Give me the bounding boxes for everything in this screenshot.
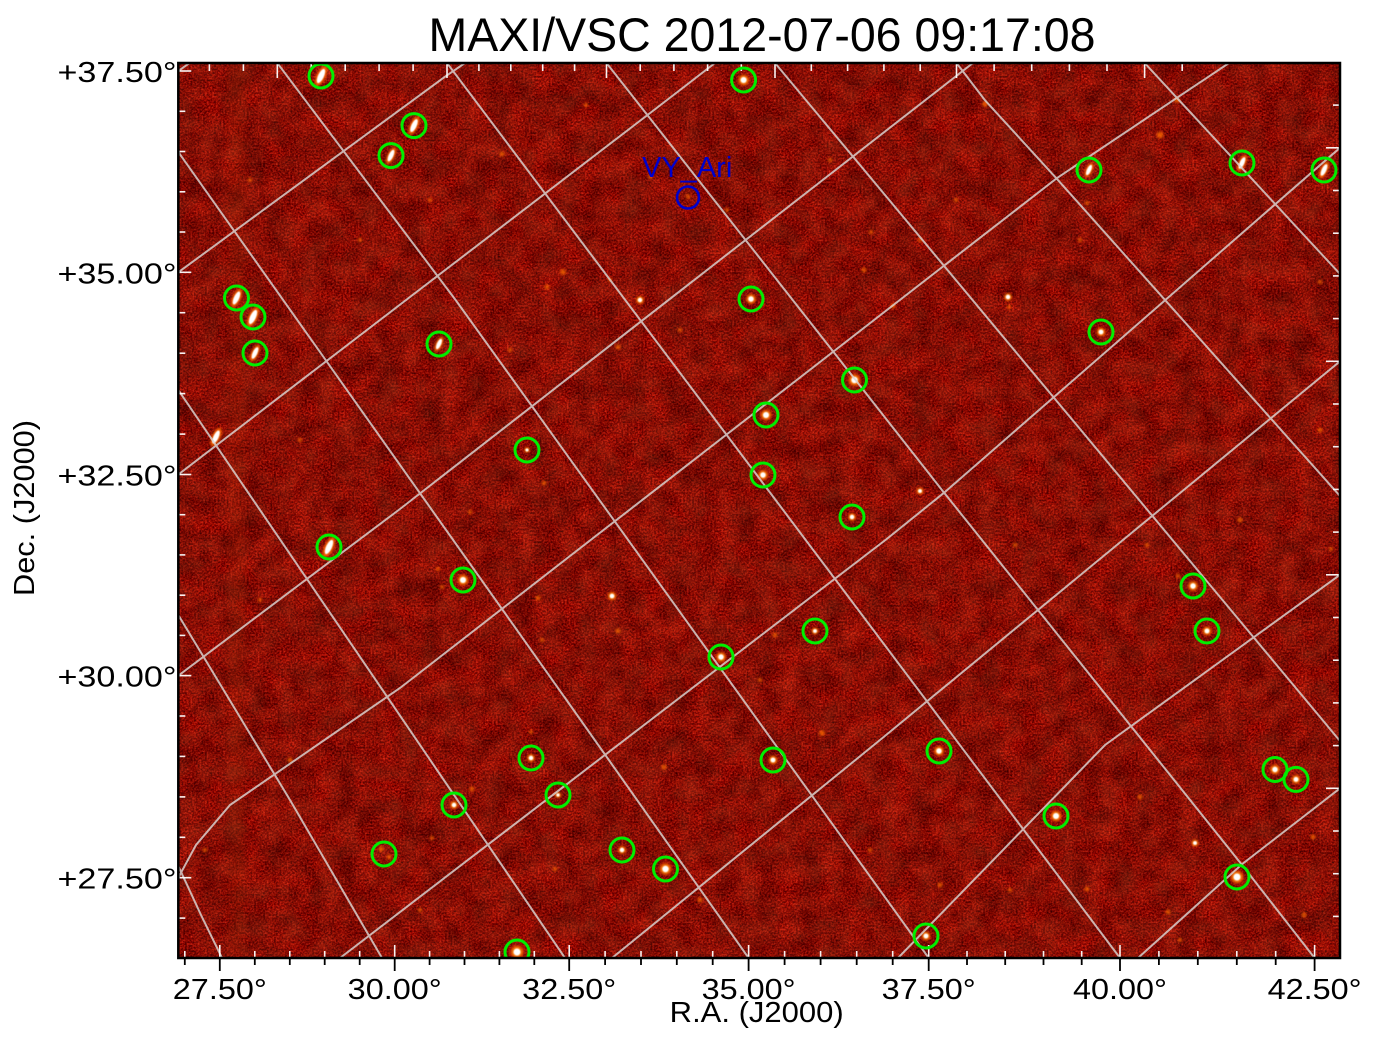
svg-text:40.00°: 40.00° bbox=[1073, 974, 1167, 1006]
svg-text:42.50°: 42.50° bbox=[1268, 974, 1362, 1006]
svg-text:+37.50°: +37.50° bbox=[58, 57, 177, 89]
svg-text:37.50°: 37.50° bbox=[882, 974, 976, 1006]
svg-text:Dec. (J2000): Dec. (J2000) bbox=[9, 420, 41, 596]
svg-text:32.50°: 32.50° bbox=[522, 974, 616, 1006]
svg-text:R.A. (J2000): R.A. (J2000) bbox=[670, 997, 844, 1029]
svg-text:30.00°: 30.00° bbox=[348, 974, 442, 1006]
svg-text:MAXI/VSC 2012-07-06 09:17:08: MAXI/VSC 2012-07-06 09:17:08 bbox=[429, 8, 1096, 61]
svg-text:35.00°: 35.00° bbox=[702, 974, 796, 1006]
svg-text:+27.50°: +27.50° bbox=[58, 864, 177, 896]
svg-text:+32.50°: +32.50° bbox=[58, 461, 177, 493]
svg-text:+35.00°: +35.00° bbox=[58, 258, 177, 290]
svg-text:VY_Ari: VY_Ari bbox=[642, 152, 732, 184]
svg-text:27.50°: 27.50° bbox=[173, 974, 267, 1006]
svg-text:+30.00°: +30.00° bbox=[58, 662, 177, 694]
